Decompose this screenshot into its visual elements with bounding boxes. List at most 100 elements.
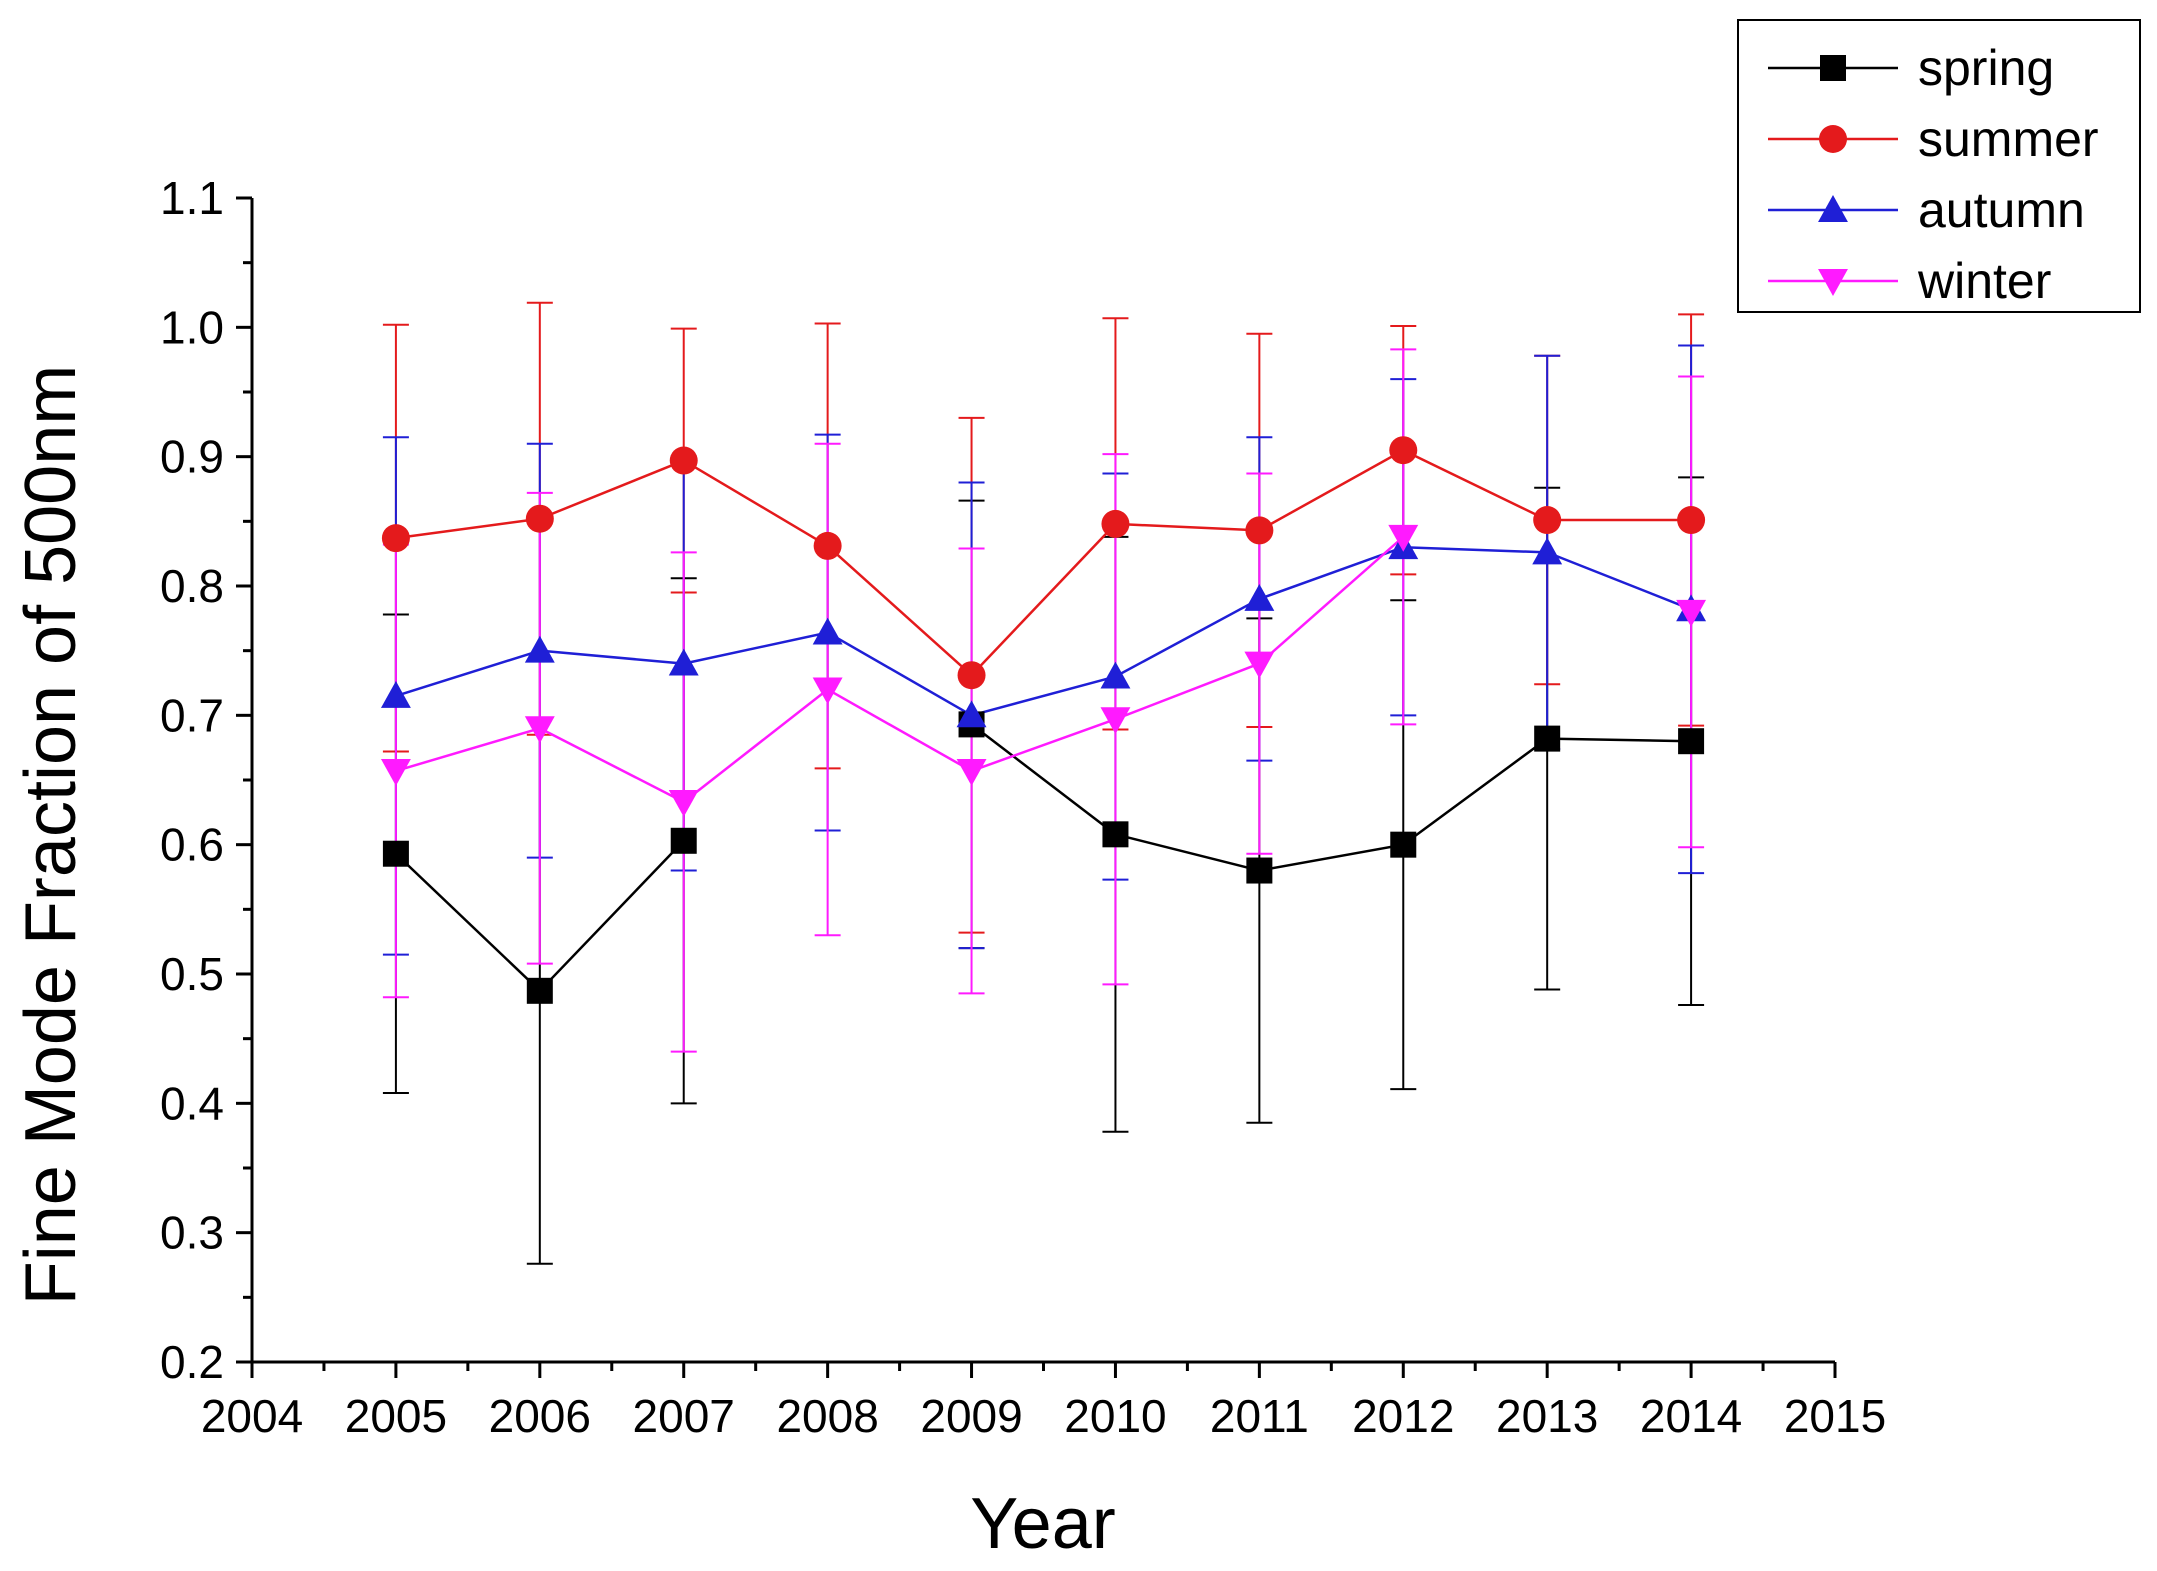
marker-autumn bbox=[956, 700, 987, 728]
x-tick-label: 2015 bbox=[1784, 1390, 1886, 1442]
marker-autumn bbox=[1244, 583, 1275, 611]
x-tick-label: 2004 bbox=[201, 1390, 303, 1442]
x-tick-label: 2013 bbox=[1496, 1390, 1598, 1442]
line-segment-summer bbox=[395, 517, 540, 540]
x-tick-label: 2006 bbox=[489, 1390, 591, 1442]
marker-spring bbox=[670, 827, 697, 854]
x-axis-title: Year bbox=[970, 1484, 1115, 1564]
line-segment-spring bbox=[1402, 737, 1548, 846]
marker-autumn bbox=[812, 617, 843, 645]
marker-spring bbox=[526, 977, 553, 1004]
x-tick-label: 2009 bbox=[920, 1390, 1022, 1442]
marker-spring bbox=[1102, 821, 1129, 848]
line-segment-summer bbox=[1115, 522, 1260, 532]
line-segment-winter bbox=[827, 688, 973, 773]
line-segment-autumn bbox=[539, 649, 684, 665]
series-markers bbox=[380, 436, 1707, 1004]
marker-summer bbox=[1389, 436, 1418, 465]
marker-autumn bbox=[1100, 661, 1131, 689]
marker-winter bbox=[1244, 651, 1275, 679]
line-segment-autumn bbox=[395, 649, 541, 698]
legend: spring summer autumn winter bbox=[1737, 19, 2141, 313]
line-segment-autumn bbox=[683, 631, 828, 665]
line-segment-autumn bbox=[1403, 545, 1548, 554]
x-tick-label: 2005 bbox=[345, 1390, 447, 1442]
legend-label-spring: spring bbox=[1918, 40, 2054, 96]
y-tick-label: 1.1 bbox=[160, 172, 224, 224]
marker-summer bbox=[1245, 516, 1274, 545]
line-segment-spring bbox=[1259, 843, 1404, 872]
line-segment-summer bbox=[683, 459, 829, 547]
line-segment-winter bbox=[1115, 662, 1260, 721]
x-tick-label: 2010 bbox=[1064, 1390, 1166, 1442]
line-segment-spring bbox=[1547, 737, 1692, 743]
marker-spring bbox=[1390, 831, 1417, 858]
y-tick-label: 0.4 bbox=[160, 1077, 224, 1129]
legend-marker-summer bbox=[1819, 125, 1847, 153]
marker-winter bbox=[956, 758, 987, 786]
y-tick-label: 0.9 bbox=[160, 431, 224, 483]
line-segment-autumn bbox=[827, 631, 973, 717]
legend-marker-winter bbox=[1818, 269, 1848, 296]
series-lines bbox=[395, 449, 1692, 992]
marker-spring bbox=[1678, 728, 1705, 755]
marker-summer bbox=[525, 504, 554, 533]
line-segment-autumn bbox=[1258, 546, 1404, 601]
y-tick-label: 0.3 bbox=[160, 1207, 224, 1259]
marker-autumn bbox=[668, 648, 699, 676]
y-axis-title: Fine Mode Fraction of 500nm bbox=[11, 365, 91, 1305]
marker-winter bbox=[1676, 599, 1707, 627]
line-segment-summer bbox=[1402, 449, 1548, 522]
line-segment-summer bbox=[539, 459, 685, 520]
y-tick-label: 0.2 bbox=[160, 1336, 224, 1388]
line-segment-autumn bbox=[971, 675, 1116, 717]
x-tick-label: 2011 bbox=[1210, 1390, 1309, 1442]
legend-marker-spring bbox=[1820, 55, 1846, 81]
legend-label-winter: winter bbox=[1917, 253, 2051, 309]
marker-summer bbox=[957, 661, 986, 690]
line-segment-spring bbox=[538, 839, 685, 992]
x-tick-label: 2012 bbox=[1352, 1390, 1454, 1442]
marker-summer bbox=[381, 524, 410, 553]
line-segment-autumn bbox=[1114, 597, 1260, 678]
marker-spring bbox=[1246, 857, 1273, 884]
marker-winter bbox=[524, 716, 555, 744]
line-segment-winter bbox=[539, 727, 685, 804]
line-segment-summer bbox=[826, 544, 973, 677]
line-segment-winter bbox=[971, 718, 1116, 773]
line-segment-winter bbox=[395, 727, 541, 773]
marker-autumn bbox=[524, 635, 555, 663]
marker-summer bbox=[813, 531, 842, 560]
y-tick-label: 0.6 bbox=[160, 819, 224, 871]
y-tick-label: 0.8 bbox=[160, 560, 224, 612]
line-segment-summer bbox=[1258, 449, 1404, 532]
marker-spring bbox=[1534, 725, 1561, 752]
line-segment-winter bbox=[682, 688, 829, 803]
x-tick-label: 2007 bbox=[633, 1390, 735, 1442]
marker-winter bbox=[1388, 524, 1419, 552]
y-tick-label: 0.5 bbox=[160, 948, 224, 1000]
line-segment-autumn bbox=[1546, 551, 1692, 611]
marker-spring bbox=[382, 840, 409, 867]
marker-winter bbox=[380, 758, 411, 786]
marker-winter bbox=[668, 790, 699, 817]
line-segment-spring bbox=[395, 852, 541, 992]
legend-label-autumn: autumn bbox=[1918, 182, 2085, 238]
marker-summer bbox=[1677, 506, 1706, 535]
marker-summer bbox=[1533, 506, 1562, 535]
legend-label-summer: summer bbox=[1918, 111, 2099, 167]
y-tick-label: 0.7 bbox=[160, 689, 224, 741]
y-tick-label: 1.0 bbox=[160, 301, 224, 353]
marker-autumn bbox=[380, 680, 411, 708]
marker-winter bbox=[1100, 707, 1131, 735]
line-segment-spring bbox=[970, 723, 1117, 836]
marker-summer bbox=[669, 446, 698, 475]
error-bars bbox=[382, 301, 1705, 1265]
line-segment-winter bbox=[1258, 535, 1405, 665]
ticks: 2004 2005 2006 2007 2008 2009 2010 2011 2012 2013… bbox=[160, 172, 1886, 1442]
line-segment-summer bbox=[970, 523, 1117, 677]
x-tick-label: 2014 bbox=[1640, 1390, 1742, 1442]
x-tick-label: 2008 bbox=[776, 1390, 878, 1442]
legend-marker-autumn bbox=[1818, 195, 1848, 222]
